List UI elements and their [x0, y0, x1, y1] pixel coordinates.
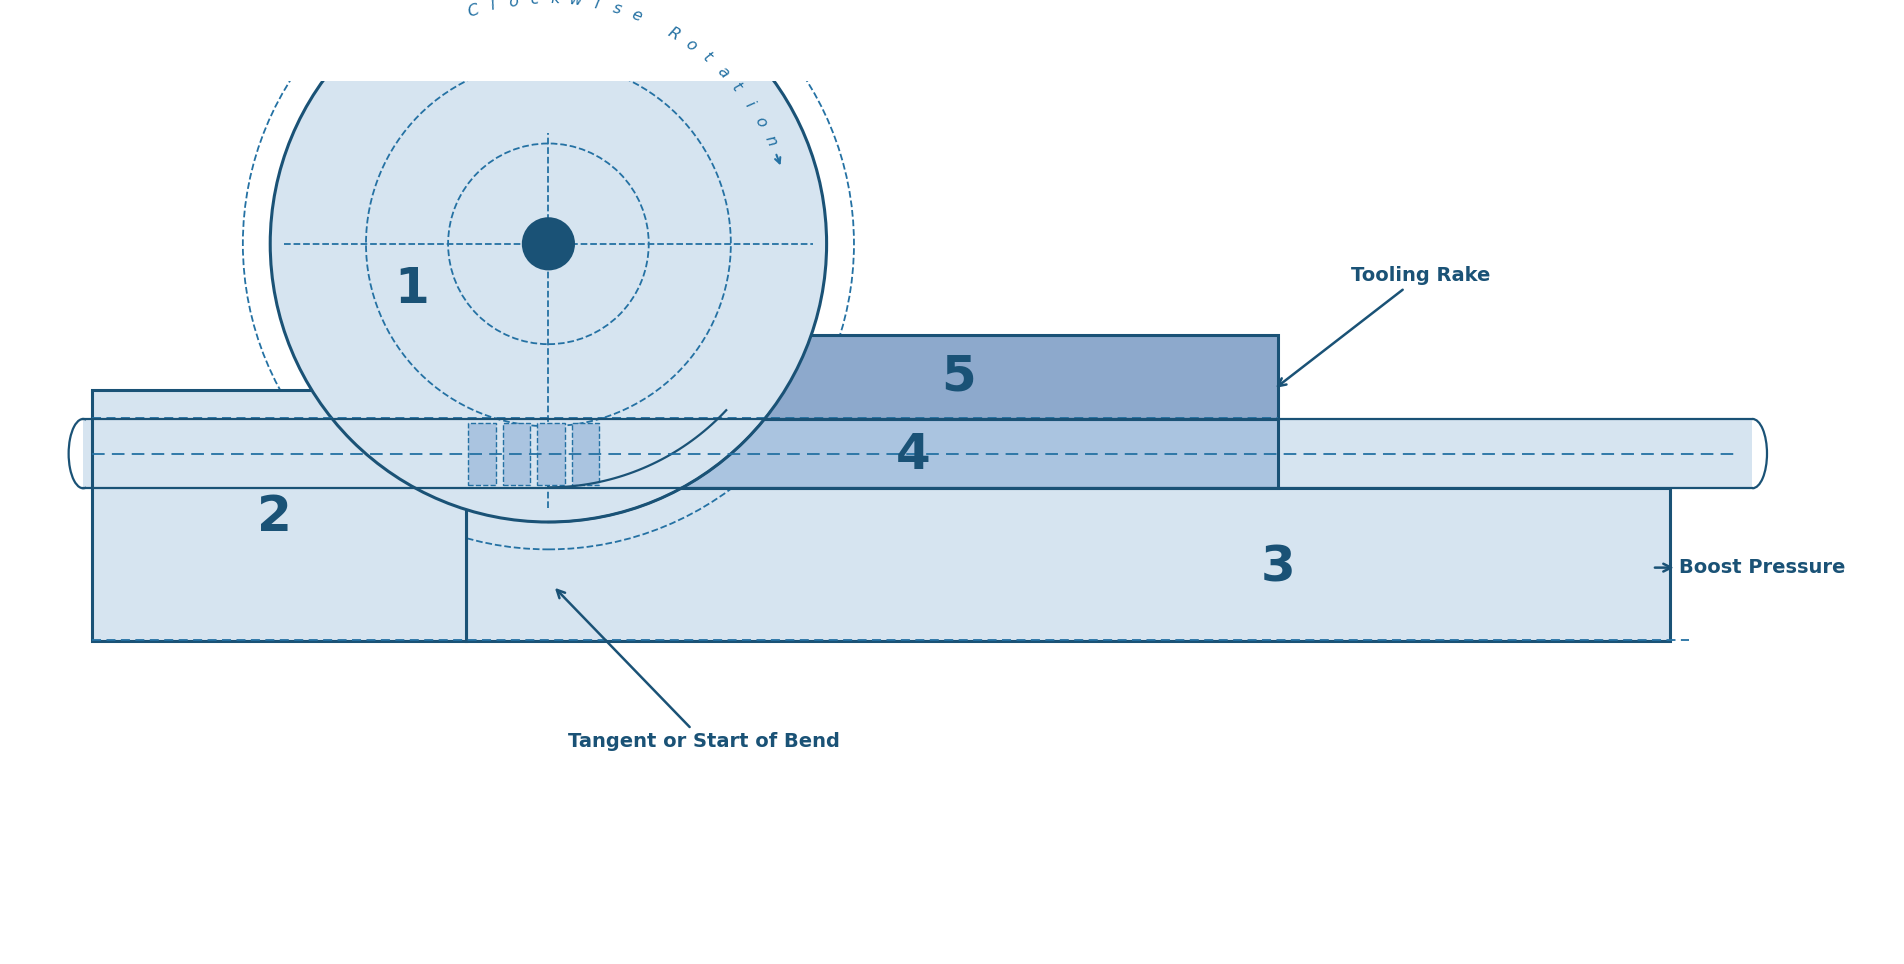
- Text: R: R: [664, 24, 682, 42]
- Text: Tangent or Start of Bend: Tangent or Start of Bend: [556, 590, 840, 751]
- Text: 5: 5: [941, 353, 977, 401]
- Bar: [84, 419, 1752, 489]
- Bar: [466, 489, 1670, 641]
- Text: i: i: [743, 98, 758, 110]
- Bar: [640, 335, 1278, 419]
- Text: c: c: [529, 0, 539, 7]
- Text: C: C: [465, 2, 480, 20]
- Text: o: o: [752, 114, 769, 130]
- Text: l: l: [489, 0, 497, 13]
- Bar: [537, 422, 565, 485]
- Text: 1: 1: [394, 265, 428, 313]
- Text: Boost Pressure: Boost Pressure: [1655, 558, 1845, 577]
- Text: w: w: [569, 0, 583, 9]
- Circle shape: [524, 218, 573, 269]
- Text: i: i: [592, 0, 600, 12]
- Text: Tooling Rake: Tooling Rake: [1278, 266, 1491, 387]
- Circle shape: [270, 0, 826, 522]
- Text: 4: 4: [897, 432, 931, 479]
- Bar: [466, 419, 1278, 489]
- Text: e: e: [628, 7, 644, 24]
- Bar: [468, 422, 495, 485]
- Text: k: k: [550, 0, 560, 7]
- Text: 3: 3: [1260, 544, 1295, 592]
- Text: o: o: [684, 36, 699, 54]
- Text: n: n: [762, 133, 779, 148]
- Text: t: t: [729, 80, 744, 94]
- Text: a: a: [714, 64, 731, 81]
- Bar: [571, 422, 600, 485]
- Text: s: s: [611, 0, 623, 17]
- Text: 2: 2: [257, 494, 291, 542]
- Text: t: t: [701, 50, 714, 66]
- Bar: [503, 422, 529, 485]
- Bar: [93, 389, 466, 641]
- Text: o: o: [508, 0, 520, 10]
